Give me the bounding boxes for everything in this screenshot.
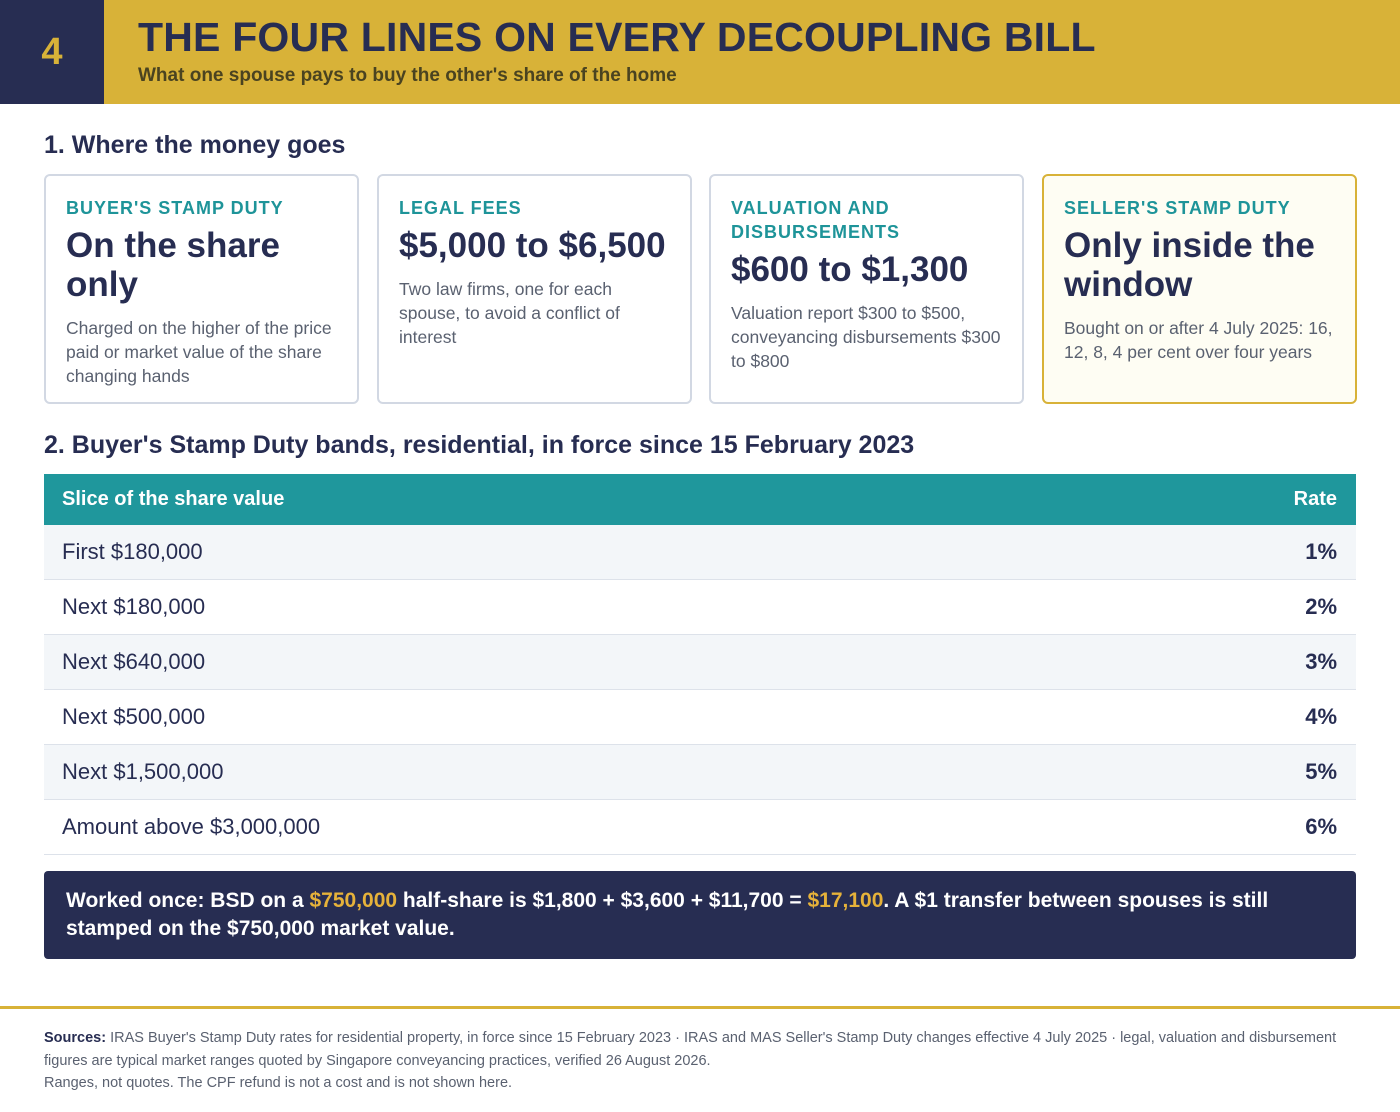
sources-line: Sources: IRAS Buyer's Stamp Duty rates f… [44, 1027, 1364, 1072]
table-row: First $180,000 1% [44, 525, 1356, 580]
column-header-slice: Slice of the share value [62, 488, 285, 510]
card-value: On the share only [66, 226, 280, 304]
card-value: Only inside the window [1064, 226, 1315, 304]
table-row: Next $1,500,000 5% [44, 745, 1356, 800]
card-value: $600 to $1,300 [731, 250, 969, 289]
table-row: Amount above $3,000,000 6% [44, 800, 1356, 855]
footer-divider [0, 1006, 1400, 1009]
callout-total-bsd: $17,100 [807, 889, 884, 912]
cell-slice: Amount above $3,000,000 [62, 814, 321, 839]
page-subtitle: What one spouse pays to buy the other's … [138, 65, 677, 86]
card-sellers-stamp-duty: SELLER'S STAMP DUTY Only inside the wind… [1042, 174, 1357, 404]
callout-text: Worked once: BSD on a [66, 889, 310, 912]
worked-example-callout: Worked once: BSD on a $750,000 half-shar… [44, 871, 1356, 959]
cell-slice: Next $500,000 [62, 704, 206, 729]
table-body: First $180,000 1% Next $180,000 2% Next … [44, 525, 1356, 855]
card-label: SELLER'S STAMP DUTY [1064, 198, 1291, 218]
cell-rate: 1% [1305, 539, 1337, 564]
cell-rate: 3% [1305, 649, 1337, 674]
table-header: Slice of the share value Rate [44, 474, 1356, 525]
card-value: $5,000 to $6,500 [399, 226, 666, 265]
section-title-money: 1. Where the money goes [44, 131, 346, 159]
table-row: Next $180,000 2% [44, 580, 1356, 635]
table-row: Next $500,000 4% [44, 690, 1356, 745]
page-number-badge: 4 [0, 0, 104, 104]
footer-note: Ranges, not quotes. The CPF refund is no… [44, 1075, 513, 1091]
page-title: THE FOUR LINES ON EVERY DECOUPLING BILL [138, 14, 1096, 60]
callout-text: . A $1 transfer between spouses is still… [66, 889, 1269, 940]
callout-text: half-share is $1,800 + $3,600 + $11,700 … [397, 889, 808, 912]
cell-slice: Next $180,000 [62, 594, 206, 619]
cell-rate: 2% [1305, 594, 1337, 619]
card-label: BUYER'S STAMP DUTY [66, 198, 284, 218]
card-label: LEGAL FEES [399, 198, 522, 218]
section-title-bsd-bands: 2. Buyer's Stamp Duty bands, residential… [44, 431, 915, 459]
callout-share-value: $750,000 [309, 889, 398, 912]
cell-rate: 6% [1305, 814, 1337, 839]
sources-text: IRAS Buyer's Stamp Duty rates for reside… [44, 1030, 1337, 1069]
column-header-rate: Rate [1293, 488, 1337, 510]
cell-rate: 5% [1305, 759, 1337, 784]
table-row: Next $640,000 3% [44, 635, 1356, 690]
card-legal-fees: LEGAL FEES $5,000 to $6,500 Two law firm… [377, 174, 692, 404]
footer-sources: Sources: IRAS Buyer's Stamp Duty rates f… [44, 1027, 1364, 1095]
card-description: Charged on the higher of the price paid … [66, 318, 332, 386]
cell-rate: 4% [1305, 704, 1337, 729]
card-buyers-stamp-duty: BUYER'S STAMP DUTY On the share only Cha… [44, 174, 359, 404]
sources-label: Sources: [44, 1030, 107, 1046]
card-description: Two law firms, one for each spouse, to a… [399, 279, 620, 347]
bsd-bands-table: Slice of the share value Rate First $180… [44, 474, 1356, 855]
card-label: VALUATION AND DISBURSEMENTS [731, 198, 901, 242]
card-valuation-disbursements: VALUATION AND DISBURSEMENTS $600 to $1,3… [709, 174, 1024, 404]
header-banner: 4 THE FOUR LINES ON EVERY DECOUPLING BIL… [0, 0, 1400, 104]
card-description: Valuation report $300 to $500, conveyanc… [731, 303, 1001, 371]
cell-slice: First $180,000 [62, 539, 203, 564]
cell-slice: Next $1,500,000 [62, 759, 224, 784]
card-description: Bought on or after 4 July 2025: 16, 12, … [1064, 318, 1333, 362]
cell-slice: Next $640,000 [62, 649, 206, 674]
